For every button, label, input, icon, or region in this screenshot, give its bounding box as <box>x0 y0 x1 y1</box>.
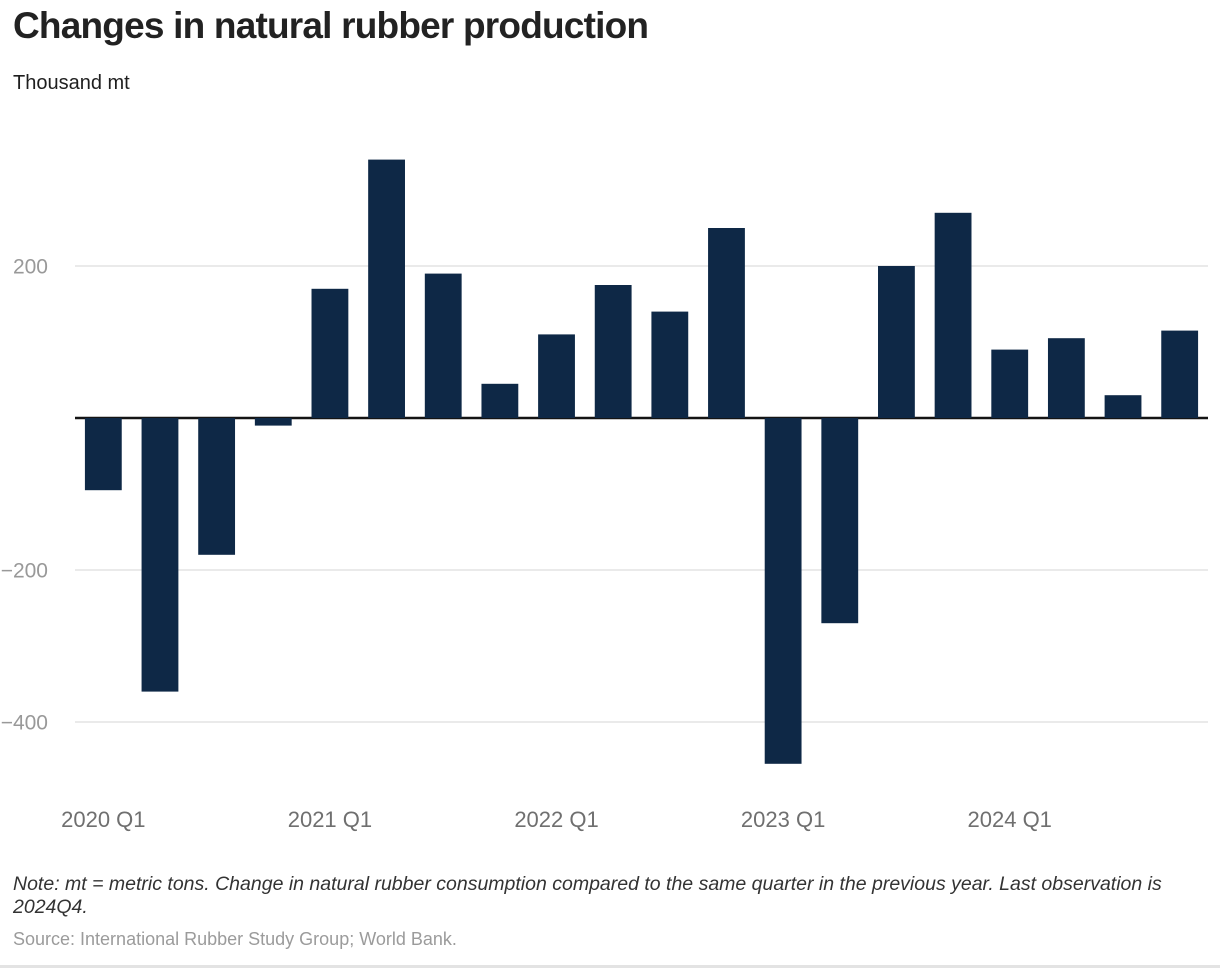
bar-2022-q4 <box>708 227 745 418</box>
bar-2024-q2 <box>1047 337 1085 418</box>
bar-2024-q1 <box>991 349 1029 418</box>
bar-2020-q1 <box>84 417 122 490</box>
bar-2023-q1 <box>764 417 802 764</box>
bar-2021-q4 <box>481 383 519 418</box>
x-tick-label: 2020 Q1 <box>61 807 145 832</box>
x-tick-label: 2024 Q1 <box>968 807 1052 832</box>
y-tick-label: −200 <box>1 559 48 582</box>
bar-2022-q2 <box>594 284 632 418</box>
bar-2021-q2 <box>368 159 405 418</box>
bar-2023-q4 <box>934 212 972 418</box>
bar-2021-q3 <box>424 273 462 418</box>
bar-2024-q3 <box>1104 394 1142 418</box>
bar-2024-q4 <box>1161 330 1199 418</box>
chart-subtitle: Thousand mt <box>13 71 130 94</box>
chart-source: Source: International Rubber Study Group… <box>13 929 457 950</box>
chart-note: Note: mt = metric tons. Change in natura… <box>13 872 1162 919</box>
x-tick-label: 2023 Q1 <box>741 807 825 832</box>
chart-title: Changes in natural rubber production <box>13 5 649 46</box>
bar-2023-q3 <box>878 265 915 418</box>
bar-2023-q2 <box>821 417 859 623</box>
y-tick-label: −400 <box>1 711 48 734</box>
bar-chart-svg: 200 −200 −400 2020 Q1 2021 Q1 2022 Q1 2023 Q1 2… <box>1 159 1208 832</box>
x-tick-label: 2022 Q1 <box>514 807 598 832</box>
bar-2021-q1 <box>311 288 349 418</box>
bar-2022-q1 <box>538 334 575 418</box>
bar-2022-q3 <box>651 311 689 418</box>
bar-2020-q2 <box>141 417 179 692</box>
chart-header: Changes in natural rubber production Tho… <box>0 0 1220 95</box>
bar-chart: 200 −200 −400 2020 Q1 2021 Q1 2022 Q1 2023 Q1 2… <box>0 120 1220 845</box>
chart-footer: Note: mt = metric tons. Change in natura… <box>0 873 1220 951</box>
y-tick-label: 200 <box>13 255 48 278</box>
x-tick-label: 2021 Q1 <box>288 807 372 832</box>
bar-2020-q4 <box>254 417 292 426</box>
bar-2020-q3 <box>198 417 236 555</box>
